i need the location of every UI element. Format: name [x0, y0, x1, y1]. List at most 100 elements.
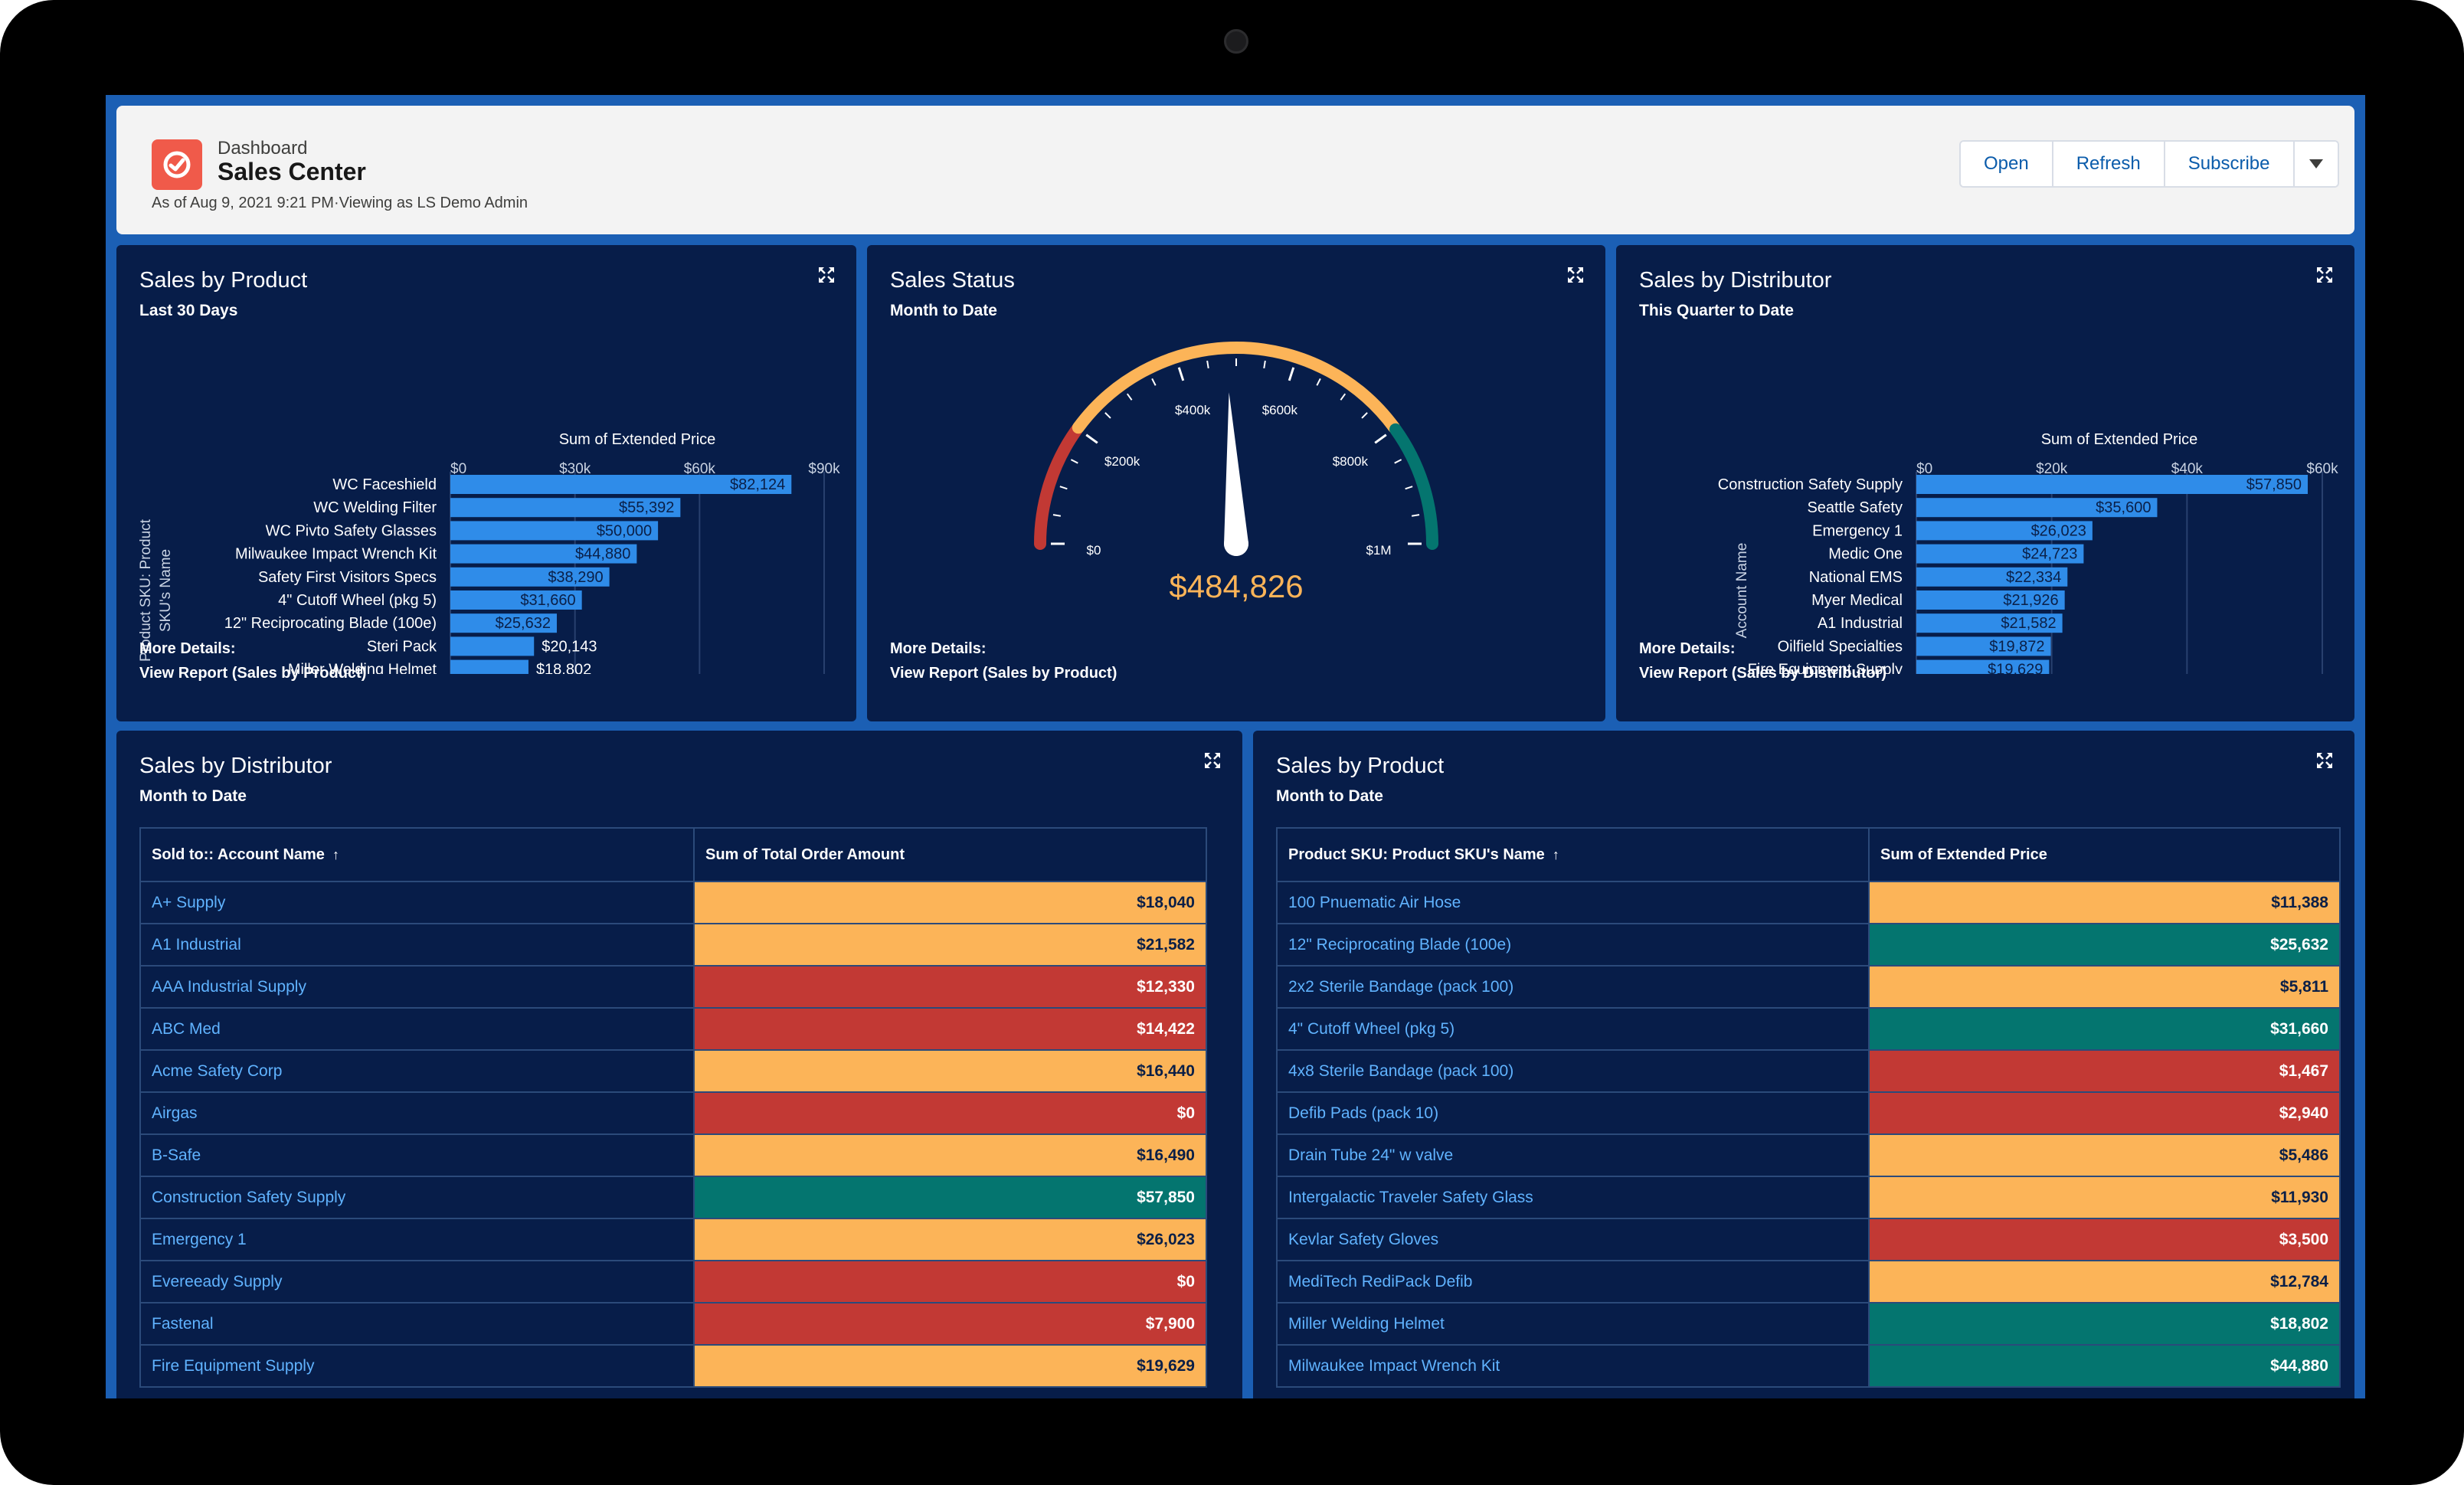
x-tick-label: $90k	[808, 461, 840, 477]
row-name-link[interactable]: Milwaukee Impact Wrench Kit	[1276, 1344, 1870, 1388]
bar[interactable]	[450, 636, 535, 656]
row-name-link[interactable]: Airgas	[139, 1091, 695, 1135]
row-amount-cell: $11,930	[1868, 1176, 2341, 1219]
bar[interactable]	[450, 544, 637, 564]
row-name-link[interactable]: Miller Welding Helmet	[1276, 1302, 1870, 1346]
gauge-tick-label: $600k	[1262, 403, 1298, 417]
column-header-product-sku-name[interactable]: Product SKU: Product SKU's Name ↑	[1276, 827, 1870, 882]
category-label: WC Welding Filter	[313, 499, 437, 516]
column-header-extended-price[interactable]: Sum of Extended Price	[1868, 827, 2341, 882]
view-report-link[interactable]: View Report (Sales by Product)	[139, 665, 367, 682]
gauge-tick	[1052, 514, 1062, 517]
row-amount-cell: $7,900	[693, 1302, 1207, 1346]
subscribe-button[interactable]: Subscribe	[2165, 142, 2295, 186]
row-name-link[interactable]: Kevlar Safety Gloves	[1276, 1218, 1870, 1261]
bar[interactable]	[1916, 636, 2051, 656]
row-name-link[interactable]: Fastenal	[139, 1302, 695, 1346]
card-subtitle: Month to Date	[1276, 787, 1383, 805]
table-row: Milwaukee Impact Wrench Kit $44,880	[1276, 1344, 2341, 1388]
row-amount-cell: $25,632	[1868, 923, 2341, 967]
gauge-tick	[1288, 367, 1295, 381]
row-name-link[interactable]: Drain Tube 24" w valve	[1276, 1133, 1870, 1177]
gauge-value-label: $484,826	[1169, 568, 1303, 604]
bar[interactable]	[450, 659, 528, 674]
expand-icon[interactable]	[2315, 265, 2335, 285]
bar-value-label: $22,334	[2006, 569, 2061, 586]
expand-icon[interactable]	[1566, 265, 1585, 285]
chevron-down-icon	[2309, 159, 2323, 168]
gauge-tick	[1070, 459, 1078, 464]
expand-icon[interactable]	[1203, 751, 1222, 770]
gauge-band	[1389, 423, 1438, 550]
row-name-link[interactable]: Defib Pads (pack 10)	[1276, 1091, 1870, 1135]
bar[interactable]	[450, 475, 792, 494]
dashboard-screen: Dashboard Sales Center As of Aug 9, 2021…	[106, 95, 2365, 1398]
bar[interactable]	[450, 613, 557, 633]
bar[interactable]	[1916, 659, 2050, 674]
bar[interactable]	[1916, 521, 2093, 541]
bar[interactable]	[1916, 590, 2065, 610]
row-name-link[interactable]: 4" Cutoff Wheel (pkg 5)	[1276, 1007, 1870, 1051]
row-amount-cell: $11,388	[1868, 881, 2341, 924]
distributor-table: Sold to:: Account Name ↑ Sum of Total Ord…	[139, 827, 1207, 1388]
row-name-link[interactable]: 2x2 Sterile Bandage (pack 100)	[1276, 965, 1870, 1009]
gauge-tick-label: $0	[1087, 543, 1101, 558]
row-amount-cell: $0	[693, 1091, 1207, 1135]
row-name-link[interactable]: B-Safe	[139, 1133, 695, 1177]
more-details-label: More Details:	[890, 640, 987, 657]
bar[interactable]	[1916, 567, 2068, 587]
view-report-link[interactable]: View Report (Sales by Distributor)	[1639, 665, 1887, 682]
row-name-link[interactable]: ABC Med	[139, 1007, 695, 1051]
table-row: Intergalactic Traveler Safety Glass $11,9…	[1276, 1176, 2341, 1219]
x-tick-label: $0	[1916, 461, 1932, 477]
row-amount-cell: $18,802	[1868, 1302, 2341, 1346]
bar[interactable]	[450, 590, 582, 610]
bar[interactable]	[1916, 498, 2158, 518]
category-label: A1 Industrial	[1818, 615, 1903, 632]
table-row: Kevlar Safety Gloves $3,500	[1276, 1218, 2341, 1261]
row-amount-cell: $16,440	[693, 1049, 1207, 1093]
table-header-row: Product SKU: Product SKU's Name ↑ Sum of …	[1276, 827, 2341, 882]
bar[interactable]	[450, 567, 610, 587]
bar[interactable]	[1916, 475, 2309, 494]
row-name-link[interactable]: Construction Safety Supply	[139, 1176, 695, 1219]
gauge-tick	[1263, 360, 1266, 369]
row-amount-cell: $1,467	[1868, 1049, 2341, 1093]
bar[interactable]	[1916, 613, 2063, 633]
row-name-link[interactable]: Emergency 1	[139, 1218, 695, 1261]
bar[interactable]	[450, 498, 681, 518]
sales-by-product-chart-card: Sales by Product Last 30 Days Sum of Ext…	[116, 245, 856, 721]
row-name-link[interactable]: MediTech RediPack Defib	[1276, 1260, 1870, 1303]
row-name-link[interactable]: AAA Industrial Supply	[139, 965, 695, 1009]
category-label: 4" Cutoff Wheel (pkg 5)	[278, 592, 437, 609]
gauge-tick	[1405, 486, 1413, 490]
sales-status-gauge-card: Sales Status Month to Date $0 $200k $400k $…	[867, 245, 1605, 721]
row-name-link[interactable]: 4x8 Sterile Bandage (pack 100)	[1276, 1049, 1870, 1093]
more-actions-button[interactable]	[2294, 142, 2338, 186]
refresh-button[interactable]: Refresh	[2053, 142, 2165, 186]
row-name-link[interactable]: A+ Supply	[139, 881, 695, 924]
category-label: WC Faceshield	[332, 476, 437, 493]
row-name-link[interactable]: Intergalactic Traveler Safety Glass	[1276, 1176, 1870, 1219]
bar[interactable]	[450, 521, 659, 541]
row-name-link[interactable]: Acme Safety Corp	[139, 1049, 695, 1093]
expand-icon[interactable]	[816, 265, 836, 285]
table-row: A+ Supply $18,040	[139, 881, 1207, 924]
column-header-total-order-amount[interactable]: Sum of Total Order Amount	[693, 827, 1207, 882]
expand-icon[interactable]	[2315, 751, 2335, 770]
row-name-link[interactable]: 12" Reciprocating Blade (100e)	[1276, 923, 1870, 967]
category-label: Myer Medical	[1811, 592, 1903, 609]
row-name-link[interactable]: Evereeady Supply	[139, 1260, 695, 1303]
page-title: Sales Center	[218, 158, 366, 185]
row-amount-cell: $12,330	[693, 965, 1207, 1009]
row-name-link[interactable]: Fire Equipment Supply	[139, 1344, 695, 1388]
view-report-link[interactable]: View Report (Sales by Product)	[890, 665, 1117, 682]
row-name-link[interactable]: 100 Pnuematic Air Hose	[1276, 881, 1870, 924]
table-row: Fastenal $7,900	[139, 1302, 1207, 1346]
row-name-link[interactable]: A1 Industrial	[139, 923, 695, 967]
column-header-account-name[interactable]: Sold to:: Account Name ↑	[139, 827, 695, 882]
gauge-tick-label: $800k	[1333, 454, 1369, 469]
table-row: Evereeady Supply $0	[139, 1260, 1207, 1303]
bar[interactable]	[1916, 544, 2084, 564]
open-button[interactable]: Open	[1961, 142, 2053, 186]
